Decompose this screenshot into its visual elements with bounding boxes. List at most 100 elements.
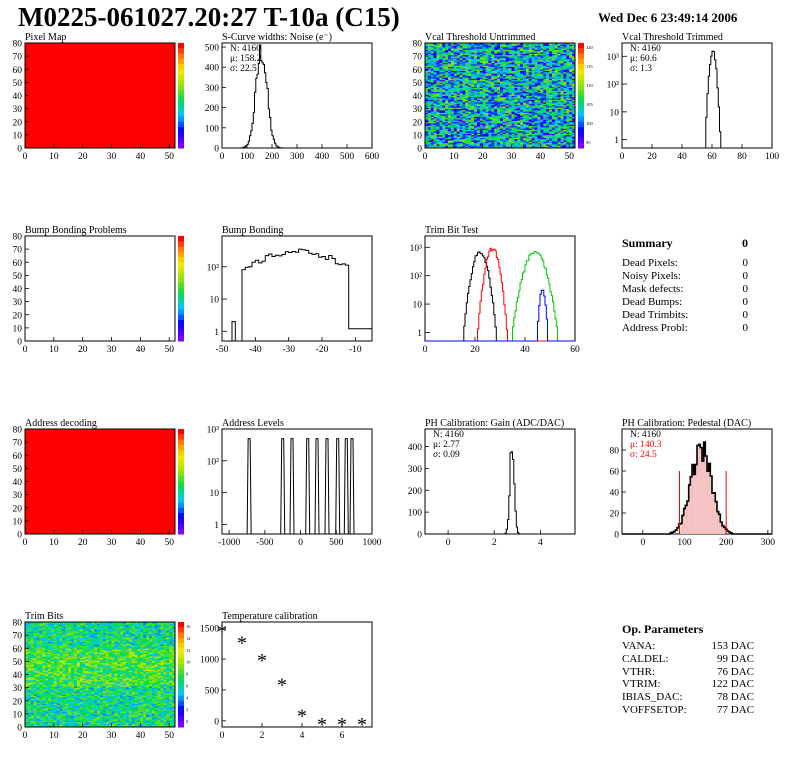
map-cell [540,111,544,113]
map-cell [520,56,524,58]
map-cell [531,69,536,71]
map-cell [525,56,530,58]
map-cell [551,69,556,71]
map-cell [474,91,478,94]
map-cell [534,75,538,78]
map-cell [442,117,446,120]
map-cell [476,52,481,54]
map-cell [511,67,515,70]
map-cell [465,64,469,66]
map-cell [549,94,553,96]
map-cell [546,129,550,132]
map-cell [459,50,463,53]
map-cell [560,61,564,64]
map-cell [540,74,544,77]
map-cell [525,113,530,116]
map-cell [30,712,35,715]
map-cell [517,113,521,116]
map-cell [471,53,475,56]
map-cell [531,94,536,96]
map-cell [551,64,556,66]
map-cell [30,707,35,710]
map-cell [482,91,486,94]
map-cell [474,77,478,79]
map-cell [557,70,561,73]
map-cell [456,138,461,141]
map-cell [517,144,521,146]
map-cell [543,61,547,64]
map-cell [546,124,550,127]
palette-step [178,518,184,524]
map-cell [462,133,466,136]
map-cell [508,44,512,47]
map-cell [27,671,32,674]
map-cell [566,73,570,75]
map-cell [436,50,440,53]
map-cell [33,685,37,687]
map-cell [436,60,440,62]
map-cell [540,102,544,104]
map-cell [471,119,475,121]
map-cell [497,85,501,87]
map-cell [465,128,469,131]
map-cell [551,133,556,136]
map-cell [523,49,527,52]
map-cell [511,132,515,134]
map-cell [465,137,469,140]
map-cell [465,52,469,54]
map-cell [546,54,550,57]
map-cell [465,134,469,137]
map-cell [474,112,478,115]
map-cell [534,52,538,54]
map-cell [563,112,567,115]
map-cell [557,119,561,121]
map-cell [36,670,40,673]
map-cell [485,54,489,57]
map-cell [436,127,440,129]
map-cell [474,108,478,111]
map-cell [502,127,507,129]
map-cell [433,133,437,136]
map-cell [537,87,541,90]
map-cell [474,81,478,83]
map-cell [511,85,515,87]
map-cell [485,53,489,56]
map-cell [528,128,533,131]
map-cell [482,124,486,127]
stats-line: μ: 2.77 [433,440,460,450]
map-cell [448,94,452,96]
map-cell [514,43,518,45]
map-cell [523,121,527,124]
map-cell [540,127,544,129]
map-cell [474,115,478,117]
map-cell [36,698,40,700]
map-cell [459,86,463,89]
map-cell [549,137,553,140]
map-cell [528,103,533,106]
map-cell [502,103,507,106]
map-cell [572,60,576,62]
map-cell [566,106,570,108]
palette-step [178,43,184,49]
map-cell [537,45,541,48]
map-cell [543,58,547,61]
map-cell [557,138,561,141]
map-cell [514,86,518,89]
map-cell [488,92,492,95]
map-cell [430,81,435,83]
map-cell [534,100,538,103]
map-cell [525,125,530,128]
map-cell [525,90,530,92]
map-cell [502,65,507,68]
map-cell [511,106,515,108]
map-cell [557,81,561,83]
map-cell [537,95,541,98]
palette-step [178,288,184,295]
map-cell [436,138,440,141]
map-cell [36,703,40,706]
map-cell [450,98,455,100]
map-cell [554,87,559,90]
map-cell [537,144,541,146]
map-cell [525,94,530,96]
map-cell [476,145,481,148]
